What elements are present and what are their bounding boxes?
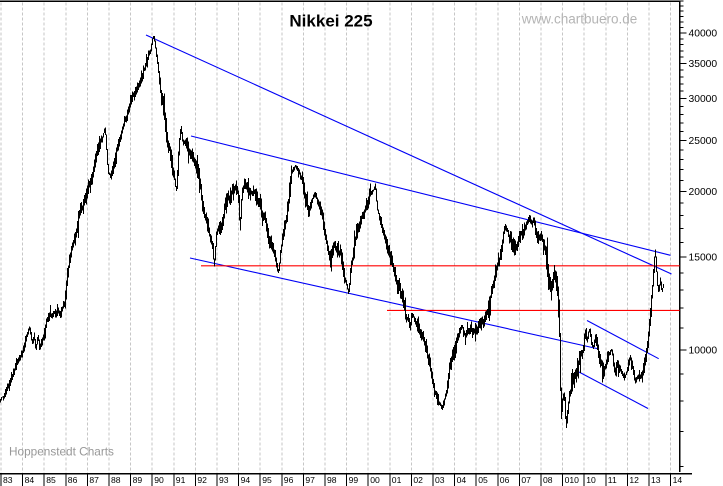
svg-text:84: 84 [25,475,35,485]
svg-text:89: 89 [133,475,143,485]
svg-text:92: 92 [197,475,207,485]
svg-text:Hoppenstedt Charts: Hoppenstedt Charts [9,445,114,459]
svg-text:95: 95 [262,475,272,485]
svg-text:05: 05 [478,475,488,485]
svg-text:01: 01 [392,475,402,485]
svg-text:87: 87 [89,475,99,485]
svg-text:00: 00 [370,475,380,485]
svg-text:96: 96 [284,475,294,485]
svg-text:30000: 30000 [689,94,718,105]
svg-text:85: 85 [46,475,56,485]
svg-text:99: 99 [349,475,359,485]
svg-text:86: 86 [68,475,78,485]
svg-text:10: 10 [586,475,596,485]
svg-text:03: 03 [435,475,445,485]
svg-text:13: 13 [651,475,661,485]
svg-text:40000: 40000 [689,28,718,39]
svg-text:97: 97 [305,475,315,485]
svg-text:Nikkei 225: Nikkei 225 [289,12,372,31]
svg-text:20000: 20000 [689,187,718,198]
svg-text:91: 91 [176,475,186,485]
svg-text:94: 94 [241,475,251,485]
svg-text:04: 04 [457,475,467,485]
svg-text:14: 14 [673,475,683,485]
svg-text:010: 010 [565,475,580,485]
svg-text:10000: 10000 [689,345,718,356]
svg-text:83: 83 [3,475,13,485]
svg-text:90: 90 [154,475,164,485]
svg-text:35000: 35000 [689,59,718,70]
svg-text:11: 11 [608,475,617,485]
svg-text:02: 02 [413,475,423,485]
svg-text:06: 06 [500,475,510,485]
svg-text:12: 12 [629,475,639,485]
svg-text:15000: 15000 [689,253,718,264]
svg-text:08: 08 [543,475,553,485]
svg-text:98: 98 [327,475,337,485]
svg-text:93: 93 [219,475,229,485]
svg-text:www.chartbuero.de: www.chartbuero.de [521,12,638,27]
svg-text:25000: 25000 [689,136,718,147]
svg-text:88: 88 [111,475,121,485]
svg-text:07: 07 [521,475,531,485]
